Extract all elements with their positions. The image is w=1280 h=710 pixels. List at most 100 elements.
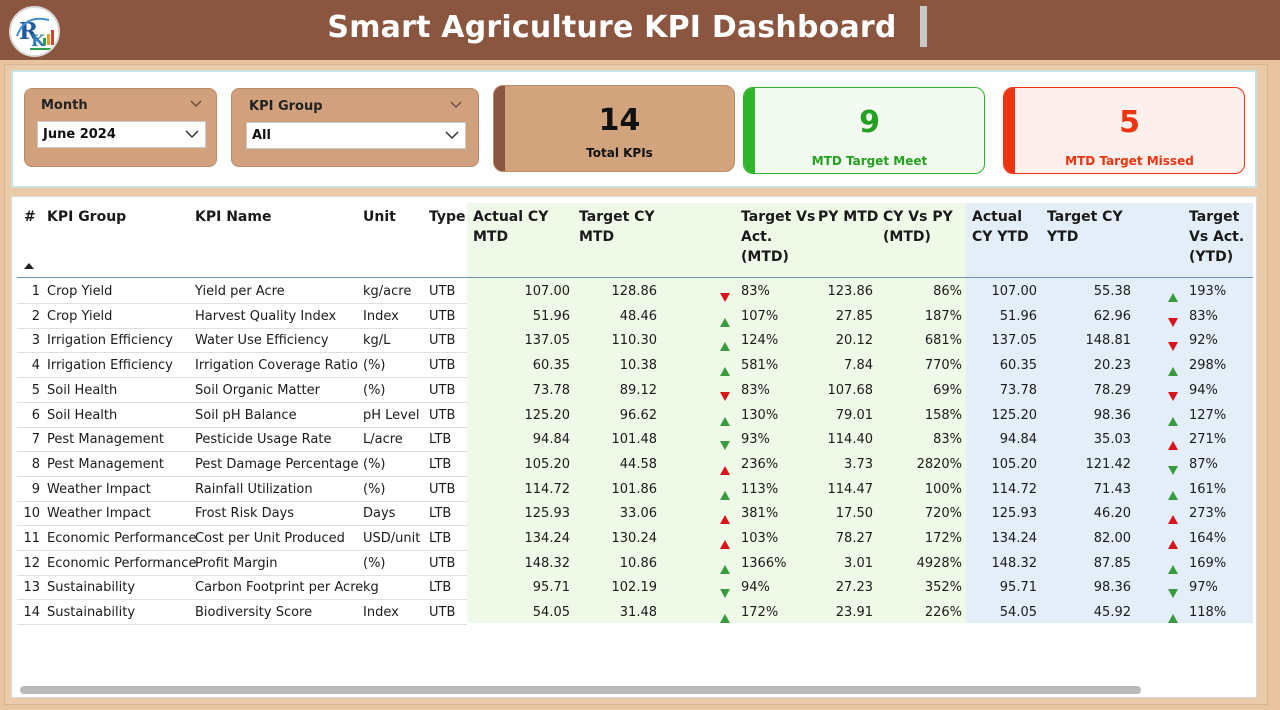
cell-actual-mtd: 60.35 [532, 358, 570, 374]
cell-type: UTB [429, 382, 456, 398]
header-line: Target CY [579, 209, 655, 225]
mtd-target-missed-label: MTD Target Missed [1065, 154, 1194, 168]
column-header-actual-cy-mtd[interactable]: Actual CY MTD [473, 207, 548, 247]
cell-group: Soil Health [47, 407, 118, 423]
cell-target-mtd: 110.30 [611, 333, 658, 349]
column-header-num[interactable]: # [24, 209, 36, 225]
table-row[interactable]: 11 Economic Performance Cost per Unit Prod… [17, 527, 1253, 551]
header-line: (YTD) [1189, 249, 1234, 265]
cell-actual-ytd: 105.20 [991, 456, 1038, 472]
cell-target-ytd: 35.03 [1093, 432, 1131, 448]
cell-tva-mtd: 581% [741, 358, 779, 374]
table-row[interactable]: 8 Pest Management Pest Damage Percentage (%… [17, 453, 1253, 477]
cell-py-mtd: 3.01 [844, 555, 873, 571]
cell-num: 7 [31, 432, 40, 448]
table-row[interactable]: 6 Soil Health Soil pH Balance pH Level UTB 12… [17, 404, 1253, 428]
cell-tva-ytd: 87% [1189, 456, 1218, 472]
cell-unit: (%) [363, 382, 386, 398]
kpi-group-dropdown[interactable]: All [246, 122, 466, 149]
header-line: Actual [972, 209, 1023, 225]
cell-tva-mtd: 94% [741, 580, 770, 596]
cell-type: UTB [429, 481, 456, 497]
table-row[interactable]: 3 Irrigation Efficiency Water Use Efficien… [17, 329, 1253, 354]
mtd-column-band [467, 203, 966, 623]
cell-unit: Index [363, 308, 399, 324]
column-header-target-vs-act-ytd[interactable]: Target Vs Act. (YTD) [1189, 207, 1244, 267]
cell-py-mtd: 3.73 [844, 456, 873, 472]
horizontal-scrollbar[interactable] [20, 686, 1141, 694]
table-row[interactable]: 9 Weather Impact Rainfall Utilization (%) UT… [17, 478, 1253, 502]
cell-num: 9 [31, 481, 40, 497]
table-row[interactable]: 4 Irrigation Efficiency Irrigation Coverag… [17, 354, 1253, 379]
cell-actual-ytd: 125.93 [991, 506, 1038, 522]
row-divider [17, 525, 467, 527]
header-line: YTD [1047, 229, 1079, 245]
column-header-cy-vs-py-mtd[interactable]: CY Vs PY (MTD) [883, 207, 953, 247]
cell-actual-ytd: 114.72 [991, 481, 1038, 497]
column-header-actual-cy-ytd[interactable]: Actual CY YTD [972, 207, 1029, 247]
cell-type: UTB [429, 284, 456, 299]
table-row[interactable]: 2 Crop Yield Harvest Quality Index Index UTB… [17, 305, 1253, 329]
table-row[interactable]: 10 Weather Impact Frost Risk Days Days LTB 12… [17, 502, 1253, 527]
cell-tva-mtd: 124% [741, 333, 779, 349]
cell-target-mtd: 31.48 [619, 605, 657, 621]
table-row[interactable]: 5 Soil Health Soil Organic Matter (%) UTB 73.… [17, 379, 1253, 403]
month-dropdown[interactable]: June 2024 [37, 121, 206, 148]
table-row[interactable]: 12 Economic Performance Profit Margin (%) UT… [17, 552, 1253, 576]
header-line: MTD [473, 229, 509, 245]
cell-group: Economic Performance [47, 555, 197, 571]
cell-actual-mtd: 125.93 [524, 506, 571, 522]
cell-cy-vs-py: 352% [924, 580, 962, 596]
cell-group: Irrigation Efficiency [47, 358, 173, 374]
table-row[interactable]: 7 Pest Management Pesticide Usage Rate L/ac… [17, 428, 1253, 453]
svg-text:K: K [31, 31, 46, 50]
column-header-unit[interactable]: Unit [363, 209, 396, 225]
chevron-down-icon[interactable] [450, 98, 462, 112]
cell-py-mtd: 114.47 [827, 481, 874, 497]
cell-tva-ytd: 83% [1189, 308, 1218, 324]
table-row[interactable]: 1 Crop Yield Yield per Acre kg/acre UTB 107.0… [17, 280, 1253, 304]
cell-type: UTB [429, 308, 456, 324]
column-header-target-vs-act-mtd[interactable]: Target Vs Act. (MTD) [741, 207, 815, 267]
kpi-group-dropdown-value: All [252, 128, 271, 143]
card-accent-strip [494, 86, 505, 171]
cell-num: 3 [31, 333, 40, 349]
cell-target-mtd: 101.48 [611, 432, 658, 448]
header-line: (MTD) [741, 249, 789, 265]
chevron-down-icon[interactable] [190, 97, 202, 111]
column-header-target-cy-mtd[interactable]: Target CY MTD [579, 207, 655, 247]
cell-name: Carbon Footprint per Acre [195, 580, 364, 596]
chevron-down-icon [185, 126, 199, 140]
cell-unit: pH Level [363, 407, 420, 423]
column-header-target-cy-ytd[interactable]: Target CY YTD [1047, 207, 1123, 247]
cell-tva-mtd: 381% [741, 506, 779, 522]
column-header-kpi-group[interactable]: KPI Group [47, 209, 127, 225]
cell-actual-ytd: 94.84 [999, 432, 1037, 448]
cell-target-mtd: 130.24 [611, 531, 658, 546]
cell-tva-ytd: 94% [1189, 382, 1218, 398]
column-header-type[interactable]: Type [429, 209, 466, 225]
mtd-target-missed-value: 5 [1119, 105, 1140, 140]
table-row[interactable]: 14 Sustainability Biodiversity Score Index U… [17, 601, 1253, 626]
cell-tva-mtd: 236% [741, 456, 779, 472]
cell-target-mtd: 33.06 [619, 506, 657, 522]
triangle-up-red-icon [1168, 435, 1178, 451]
sort-ascending-icon[interactable] [24, 262, 34, 269]
column-header-py-mtd[interactable]: PY MTD [818, 209, 879, 225]
cell-unit: (%) [363, 481, 386, 497]
cell-target-ytd: 71.43 [1093, 481, 1131, 497]
cell-unit: Index [363, 605, 399, 621]
table-row[interactable]: 13 Sustainability Carbon Footprint per Acr… [17, 576, 1253, 601]
triangle-up-green-icon [720, 485, 730, 500]
month-slicer-label: Month [41, 98, 88, 113]
total-kpis-label: Total KPIs [586, 146, 653, 160]
cell-type: LTB [429, 506, 452, 522]
cell-target-ytd: 98.36 [1093, 407, 1131, 423]
triangle-up-green-icon [720, 336, 730, 352]
column-header-kpi-name[interactable]: KPI Name [195, 209, 272, 225]
triangle-down-red-icon [720, 386, 730, 401]
cell-actual-mtd: 134.24 [524, 531, 571, 546]
triangle-down-green-icon [720, 435, 730, 451]
cell-name: Irrigation Coverage Ratio [195, 358, 358, 374]
cell-target-ytd: 55.38 [1093, 284, 1131, 299]
